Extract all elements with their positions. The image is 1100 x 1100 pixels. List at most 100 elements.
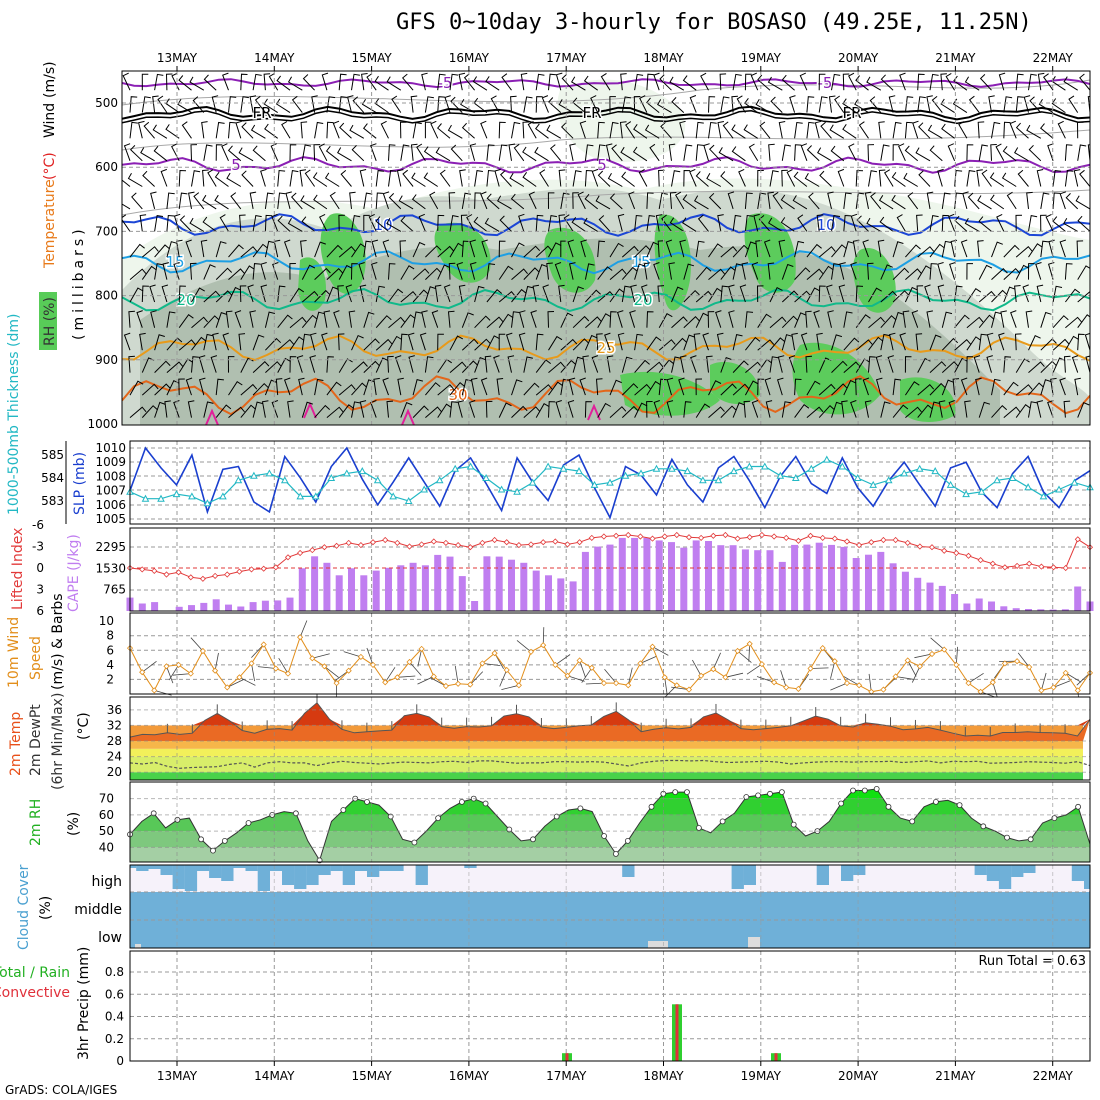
wind-speed-point <box>928 650 936 658</box>
wind-barb <box>439 169 451 187</box>
wind-barb <box>732 214 742 232</box>
wind-barb <box>952 378 960 396</box>
wind-barb <box>797 214 808 232</box>
cape-bar <box>926 582 934 611</box>
wind-barb <box>941 192 951 209</box>
wind-barb <box>1014 285 1021 303</box>
wind-barb <box>474 285 485 303</box>
rh-contour <box>122 189 1090 216</box>
thickness-point <box>776 471 785 479</box>
wind-barb <box>568 377 576 396</box>
wind-barb <box>931 96 943 113</box>
wind-barb <box>129 406 147 418</box>
wind-barb <box>1028 335 1041 351</box>
ylabel-barbs: (m/s) & Barbs <box>50 593 66 690</box>
wind-barb <box>875 355 883 373</box>
li-tick: 6 <box>36 604 44 618</box>
wind-barb <box>917 383 935 396</box>
wind-barb <box>333 310 340 328</box>
wind-barb <box>425 267 442 280</box>
slp-tick: 1008 <box>95 469 126 483</box>
thickness-point <box>853 473 862 481</box>
wind-barb <box>917 73 925 91</box>
wind-barb <box>596 333 603 351</box>
wind-barb-10m <box>895 676 914 680</box>
cloud-high-bar <box>196 865 210 871</box>
lifted-index-point <box>163 571 170 578</box>
thickness-point <box>1008 473 1017 481</box>
wind-barb <box>887 355 894 373</box>
wind-barb <box>154 244 170 258</box>
wind-barb <box>480 191 488 210</box>
wind-barb <box>1003 356 1012 373</box>
wind-barb <box>400 333 408 351</box>
wind-barb <box>523 382 540 396</box>
wind-barb <box>941 379 954 396</box>
wind-barb <box>165 73 173 91</box>
wind-barb <box>912 120 919 139</box>
wind-barb <box>831 334 843 351</box>
wind-barb <box>806 145 820 162</box>
wind-barb <box>979 74 992 91</box>
thickness-point <box>280 476 289 484</box>
wind-barb-10m <box>664 677 668 696</box>
wind-barb <box>339 122 352 139</box>
wind-barb <box>527 120 537 139</box>
wind-barb <box>203 290 221 303</box>
cloud-high-bar <box>148 865 161 869</box>
wind-barb <box>240 404 256 418</box>
wind-barb-10m <box>312 653 330 659</box>
wind-barb <box>160 168 168 187</box>
li-ylabel: Lifted Index <box>10 528 26 610</box>
wind-barb <box>778 121 786 139</box>
cape-bar <box>249 602 257 611</box>
lifted-index-point <box>1001 564 1008 571</box>
cape-bar <box>680 547 688 611</box>
temp-ylabel: 2m Temp <box>8 712 24 776</box>
wind-barb <box>277 285 286 303</box>
wind-barb <box>966 263 973 280</box>
wind-barb <box>289 263 296 280</box>
wind-barb <box>609 96 616 113</box>
wind-barb <box>607 172 623 187</box>
wind-barb <box>338 214 345 232</box>
wind-barb <box>793 171 808 187</box>
wind-barb <box>1028 144 1042 162</box>
wind-barb <box>763 239 771 258</box>
wind-barb <box>437 73 446 91</box>
wind-speed-point <box>698 672 705 679</box>
wind-barb <box>604 332 611 351</box>
wind-barb <box>352 96 365 113</box>
cape-bar <box>828 544 835 611</box>
wind-barb <box>191 170 201 187</box>
wind-barb <box>1087 144 1090 161</box>
wind-barb <box>671 316 688 329</box>
wind-barb <box>653 262 660 280</box>
wind-barb <box>166 241 178 258</box>
wind-barb <box>321 72 329 91</box>
wind-speed-point <box>783 684 790 691</box>
cloud-high-bar <box>1071 865 1085 881</box>
wind-barb <box>560 312 574 328</box>
date-label-top: 18MAY <box>643 51 684 65</box>
thickness-point <box>1024 483 1032 491</box>
wind-barb <box>768 217 783 232</box>
wind-barb <box>646 73 654 91</box>
wind-barb <box>210 355 218 373</box>
wind-barb <box>423 146 438 162</box>
wind-barb <box>794 290 811 303</box>
wind-barb <box>129 287 144 303</box>
wind-barb <box>1089 393 1090 396</box>
wind-barb <box>486 263 496 280</box>
wind-barb <box>818 265 834 280</box>
rh-point <box>790 821 797 828</box>
wind-barb <box>373 377 380 396</box>
lifted-index-point <box>637 533 644 540</box>
cape-bar <box>545 575 552 611</box>
temp-band <box>130 741 1083 749</box>
wind-barb <box>924 284 931 303</box>
wind-barb <box>290 192 303 210</box>
wind-barb <box>978 264 993 280</box>
wind-barb <box>646 361 664 373</box>
wind-barb <box>579 120 587 139</box>
